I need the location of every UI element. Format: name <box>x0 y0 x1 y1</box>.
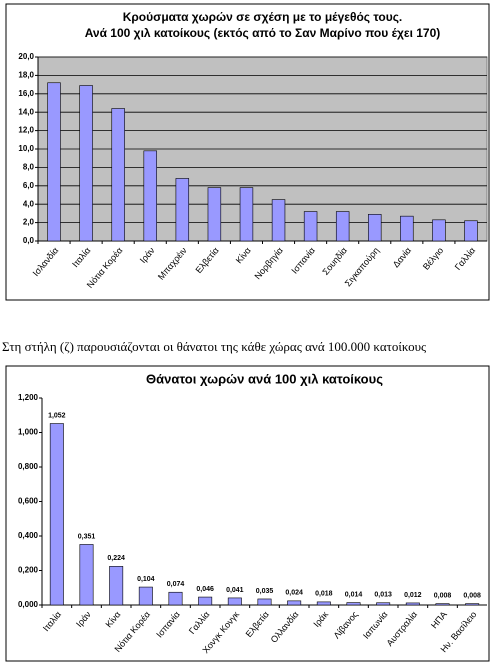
value-label: 0,046 <box>196 586 214 593</box>
value-label: 0,041 <box>226 587 244 594</box>
bar <box>465 603 480 606</box>
chart-title: Θάνατοι χωρών ανά 100 χιλ κατοίκους <box>146 371 383 386</box>
y-tick-label: 0,000 <box>18 600 39 609</box>
bar <box>303 211 318 242</box>
y-tick-label: 10,0 <box>18 144 34 153</box>
y-tick-label: 20,0 <box>18 52 34 61</box>
bar <box>111 108 125 242</box>
chart-subtitle: Ανά 100 χιλ κατοίκους (εκτός από το Σαν … <box>85 26 441 40</box>
value-label: 0,351 <box>78 533 96 540</box>
bar <box>335 211 350 242</box>
y-tick-label: 0,800 <box>18 462 39 471</box>
bar <box>79 85 93 242</box>
value-label: 0,014 <box>345 591 363 598</box>
bar <box>316 601 331 606</box>
value-label: 0,074 <box>167 581 185 588</box>
bar <box>346 602 361 606</box>
value-label: 0,008 <box>434 592 452 599</box>
y-tick-label: 6,0 <box>23 181 35 190</box>
bar <box>405 602 420 606</box>
value-label: 0,013 <box>374 592 392 599</box>
y-tick-label: 4,0 <box>23 199 35 208</box>
bar <box>227 597 242 606</box>
y-tick-label: 18,0 <box>18 71 34 80</box>
bar <box>432 219 446 242</box>
value-label: 0,018 <box>315 591 333 598</box>
bar <box>368 214 382 242</box>
y-tick-label: 0,0 <box>23 236 35 245</box>
y-tick-label: 2,0 <box>23 218 35 227</box>
bar <box>138 586 153 606</box>
bar <box>239 187 254 242</box>
value-label: 0,024 <box>285 590 303 597</box>
value-label: 0,035 <box>256 588 274 595</box>
y-tick-label: 0,200 <box>18 566 39 575</box>
value-label: 1,052 <box>48 412 66 419</box>
value-label: 0,224 <box>107 555 125 562</box>
y-tick-label: 14,0 <box>18 107 34 116</box>
bar <box>143 150 157 242</box>
plot-area <box>42 398 487 605</box>
bar <box>376 602 391 606</box>
bar <box>47 82 61 242</box>
bar <box>257 598 272 606</box>
bar <box>198 596 213 606</box>
y-tick-label: 0,600 <box>18 497 39 506</box>
value-label: 0,008 <box>463 592 481 599</box>
y-tick-label: 12,0 <box>18 126 34 135</box>
bar <box>79 544 94 606</box>
value-label: 0,012 <box>404 592 422 599</box>
bar <box>175 178 190 242</box>
chart-title: Κρούσματα χωρών σε σχέση με το μέγεθός τ… <box>123 10 403 24</box>
bar <box>207 187 222 242</box>
bar <box>287 600 302 606</box>
bar <box>271 199 286 242</box>
y-tick-label: 16,0 <box>18 89 34 98</box>
y-tick-label: 1,000 <box>18 428 39 437</box>
y-tick-label: 0,400 <box>18 531 39 540</box>
caption: Στη στήλη (ζ) παρουσιάζονται οι θάνατοι … <box>2 339 427 354</box>
bar <box>109 566 124 606</box>
bar <box>400 215 414 242</box>
bar <box>464 220 478 242</box>
value-label: 0,104 <box>137 576 155 583</box>
bar <box>168 591 183 606</box>
y-tick-label: 1,200 <box>18 393 39 402</box>
y-tick-label: 8,0 <box>23 163 35 172</box>
bar <box>435 603 450 606</box>
bar <box>49 423 64 606</box>
